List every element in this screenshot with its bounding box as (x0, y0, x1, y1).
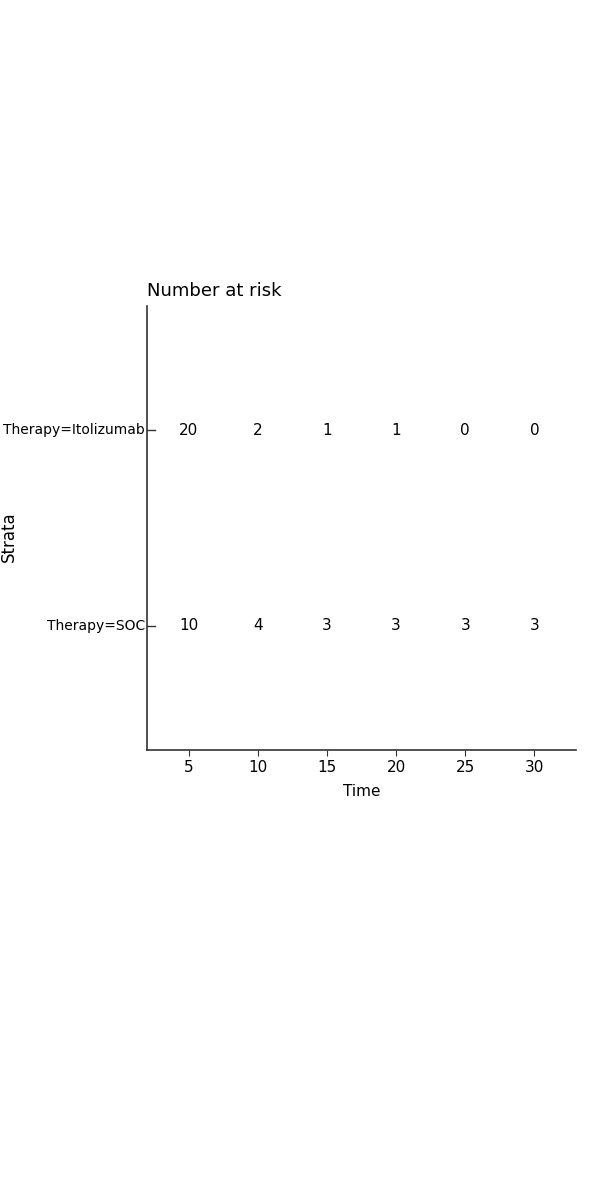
Text: 10: 10 (179, 618, 198, 634)
Text: 2: 2 (253, 422, 263, 438)
Text: 1: 1 (322, 422, 332, 438)
Text: Therapy=Itolizumab: Therapy=Itolizumab (3, 424, 145, 437)
Text: 3: 3 (460, 618, 470, 634)
X-axis label: Time: Time (343, 784, 380, 799)
Text: 3: 3 (322, 618, 332, 634)
Text: 1: 1 (391, 422, 401, 438)
Text: Number at risk: Number at risk (147, 282, 281, 300)
Text: 3: 3 (530, 618, 539, 634)
Text: Strata: Strata (0, 511, 18, 563)
Text: Therapy=SOC: Therapy=SOC (47, 619, 145, 632)
Text: 0: 0 (460, 422, 470, 438)
Text: 3: 3 (391, 618, 401, 634)
Text: 4: 4 (253, 618, 263, 634)
Text: 20: 20 (179, 422, 198, 438)
Text: 0: 0 (530, 422, 539, 438)
